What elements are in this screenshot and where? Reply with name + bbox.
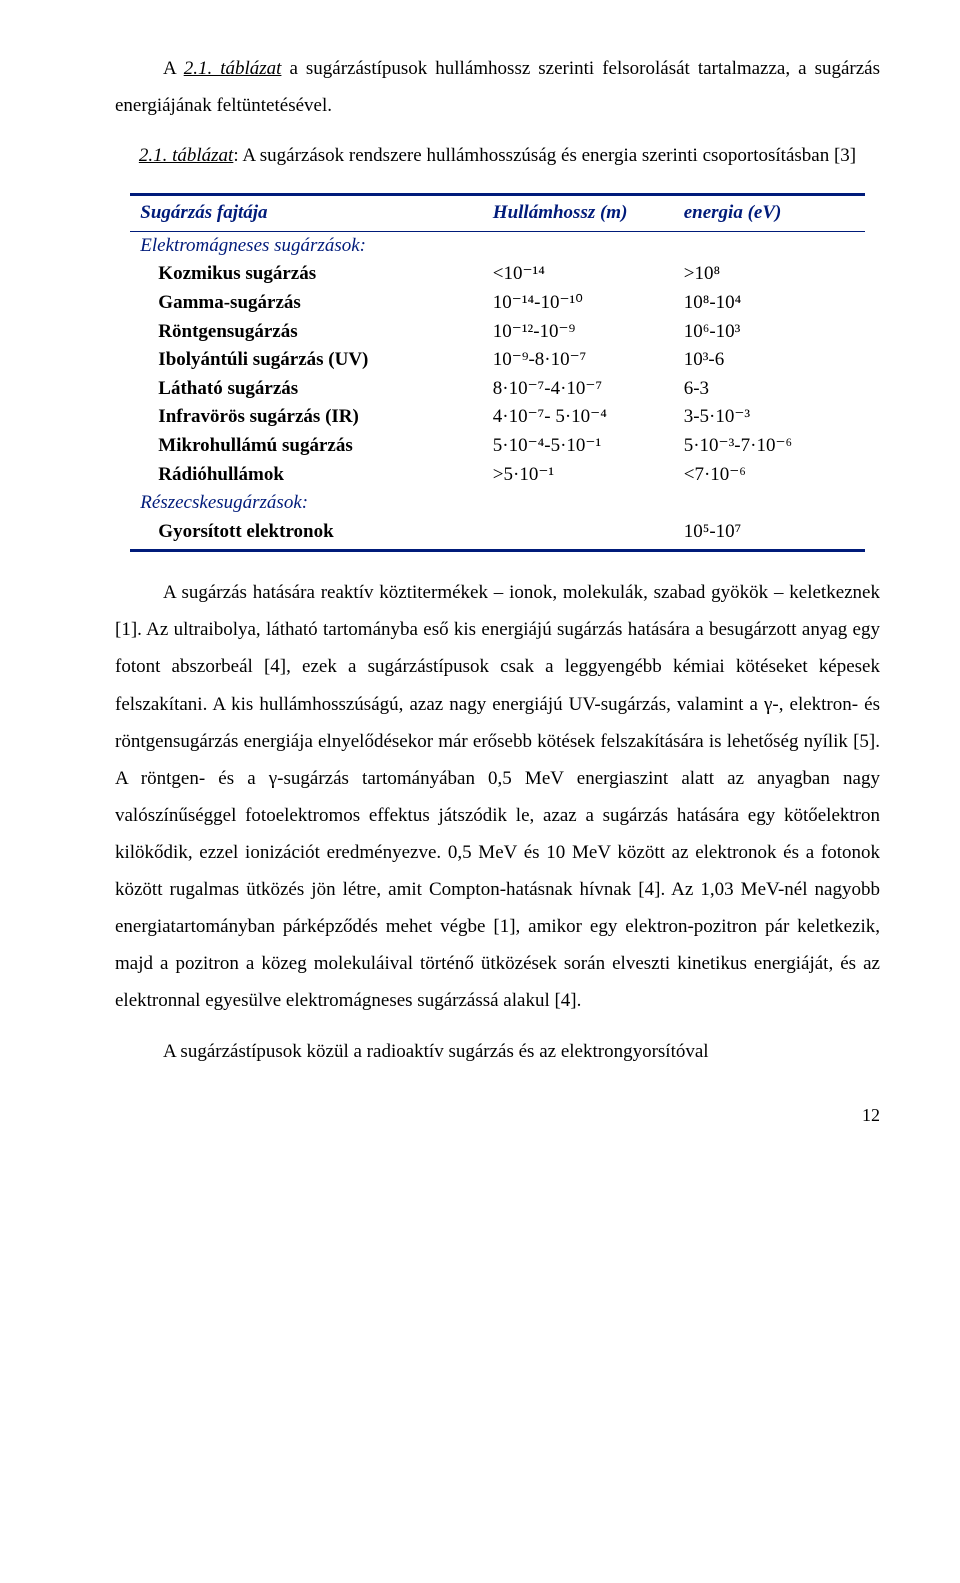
row-label: Kozmikus sugárzás <box>130 260 483 289</box>
row-ev: <7·10⁻⁶ <box>674 461 865 490</box>
row-label: Röntgensugárzás <box>130 318 483 347</box>
th-energy: energia (eV) <box>674 195 865 232</box>
row-label: Gyorsított elektronok <box>130 518 483 551</box>
section-particle-label: Részecskesugárzások: <box>130 489 864 518</box>
table-row: Gamma-sugárzás 10⁻¹⁴-10⁻¹⁰ 10⁸-10⁴ <box>130 289 864 318</box>
table-row: Röntgensugárzás 10⁻¹²-10⁻⁹ 10⁶-10³ <box>130 318 864 347</box>
caption-text: : A sugárzások rendszere hullámhosszúság… <box>233 145 856 166</box>
row-wav: 10⁻¹⁴-10⁻¹⁰ <box>483 289 674 318</box>
row-ev: 10³-6 <box>674 346 865 375</box>
row-label: Mikrohullámú sugárzás <box>130 432 483 461</box>
row-ev: >10⁸ <box>674 260 865 289</box>
row-ev: 10⁶-10³ <box>674 318 865 347</box>
body-para-1: A sugárzás hatására reaktív köztiterméke… <box>115 574 880 1019</box>
intro-table-ref: 2.1. táblázat <box>184 58 282 79</box>
table-row: Kozmikus sugárzás <10⁻¹⁴ >10⁸ <box>130 260 864 289</box>
row-ev: 3-5·10⁻³ <box>674 403 865 432</box>
body-para-2: A sugárzástípusok közül a radioaktív sug… <box>115 1033 880 1070</box>
section-em: Elektromágneses sugárzások: <box>130 231 864 260</box>
table-caption: 2.1. táblázat: A sugárzások rendszere hu… <box>115 138 880 173</box>
table-row: Infravörös sugárzás (IR) 4·10⁻⁷- 5·10⁻⁴ … <box>130 403 864 432</box>
radiation-table: Sugárzás fajtája Hullámhossz (m) energia… <box>130 193 864 552</box>
row-wav: 4·10⁻⁷- 5·10⁻⁴ <box>483 403 674 432</box>
table-row: Gyorsított elektronok 10⁵-10⁷ <box>130 518 864 551</box>
intro-pre: A <box>163 58 184 79</box>
table-row: Ibolyántúli sugárzás (UV) 10⁻⁹-8·10⁻⁷ 10… <box>130 346 864 375</box>
th-type: Sugárzás fajtája <box>130 195 483 232</box>
row-wav: 10⁻¹²-10⁻⁹ <box>483 318 674 347</box>
row-label: Ibolyántúli sugárzás (UV) <box>130 346 483 375</box>
row-wav: 10⁻⁹-8·10⁻⁷ <box>483 346 674 375</box>
row-ev: 6-3 <box>674 375 865 404</box>
row-label: Gamma-sugárzás <box>130 289 483 318</box>
caption-label: 2.1. táblázat <box>139 145 233 166</box>
page-number: 12 <box>115 1098 880 1133</box>
row-ev: 10⁵-10⁷ <box>674 518 865 551</box>
row-label: Infravörös sugárzás (IR) <box>130 403 483 432</box>
row-wav <box>483 518 674 551</box>
table-row: Mikrohullámú sugárzás 5·10⁻⁴-5·10⁻¹ 5·10… <box>130 432 864 461</box>
row-label: Rádióhullámok <box>130 461 483 490</box>
row-wav: 8·10⁻⁷-4·10⁻⁷ <box>483 375 674 404</box>
row-ev: 5·10⁻³-7·10⁻⁶ <box>674 432 865 461</box>
section-particle: Részecskesugárzások: <box>130 489 864 518</box>
row-wav: 5·10⁻⁴-5·10⁻¹ <box>483 432 674 461</box>
table-row: Rádióhullámok >5·10⁻¹ <7·10⁻⁶ <box>130 461 864 490</box>
intro-paragraph: A 2.1. táblázat a sugárzástípusok hullám… <box>115 50 880 124</box>
section-em-label: Elektromágneses sugárzások: <box>130 231 864 260</box>
table-row: Látható sugárzás 8·10⁻⁷-4·10⁻⁷ 6-3 <box>130 375 864 404</box>
row-ev: 10⁸-10⁴ <box>674 289 865 318</box>
table-header-row: Sugárzás fajtája Hullámhossz (m) energia… <box>130 195 864 232</box>
th-wavel: Hullámhossz (m) <box>483 195 674 232</box>
row-wav: >5·10⁻¹ <box>483 461 674 490</box>
row-wav: <10⁻¹⁴ <box>483 260 674 289</box>
row-label: Látható sugárzás <box>130 375 483 404</box>
